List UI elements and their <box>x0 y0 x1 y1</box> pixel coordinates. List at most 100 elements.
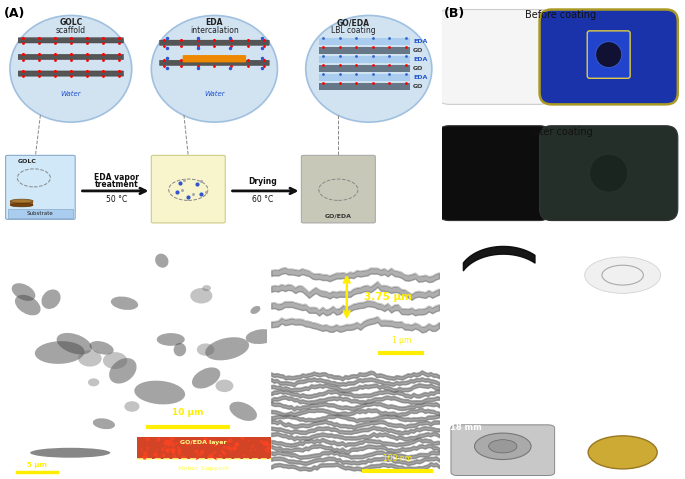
Text: GOLC: GOLC <box>18 159 37 164</box>
FancyBboxPatch shape <box>160 60 269 66</box>
Ellipse shape <box>251 306 260 314</box>
FancyBboxPatch shape <box>183 55 246 62</box>
Text: GO/EDA: GO/EDA <box>325 213 352 218</box>
FancyBboxPatch shape <box>301 155 375 223</box>
Ellipse shape <box>157 333 185 346</box>
Text: 18 mm: 18 mm <box>450 423 482 432</box>
Ellipse shape <box>10 15 132 122</box>
FancyBboxPatch shape <box>18 54 123 59</box>
Ellipse shape <box>151 15 277 122</box>
Ellipse shape <box>10 199 33 203</box>
Ellipse shape <box>35 341 84 364</box>
Circle shape <box>190 288 212 304</box>
Text: GO/EDA: GO/EDA <box>337 18 370 27</box>
Text: 50 °C: 50 °C <box>106 195 127 204</box>
Text: 60 °C: 60 °C <box>251 195 273 204</box>
Text: Bending: Bending <box>485 246 524 255</box>
Text: scaffold: scaffold <box>55 26 86 35</box>
Text: (B): (B) <box>444 7 466 20</box>
FancyBboxPatch shape <box>160 40 269 46</box>
FancyBboxPatch shape <box>451 425 555 476</box>
Bar <box>319 65 410 72</box>
Text: Before coating: Before coating <box>525 11 597 21</box>
Bar <box>319 56 410 63</box>
Ellipse shape <box>12 283 36 301</box>
Text: EDA vapor: EDA vapor <box>94 173 139 182</box>
Ellipse shape <box>30 448 110 458</box>
Text: LBL coating: LBL coating <box>332 26 376 35</box>
Ellipse shape <box>229 402 257 421</box>
Ellipse shape <box>206 337 249 360</box>
Ellipse shape <box>246 329 277 344</box>
Ellipse shape <box>111 297 138 310</box>
FancyBboxPatch shape <box>5 155 75 219</box>
FancyBboxPatch shape <box>18 38 123 43</box>
Text: Cross-section view: Cross-section view <box>308 252 399 262</box>
Text: After coating: After coating <box>530 126 593 137</box>
FancyBboxPatch shape <box>151 155 225 223</box>
Ellipse shape <box>306 15 432 122</box>
Bar <box>10 201 33 205</box>
FancyBboxPatch shape <box>437 125 551 220</box>
Text: Nylon Support: Nylon Support <box>178 466 229 471</box>
Circle shape <box>475 433 531 459</box>
Text: intercalation: intercalation <box>190 26 239 35</box>
Circle shape <box>202 285 211 291</box>
Bar <box>319 47 410 54</box>
Ellipse shape <box>173 343 186 356</box>
Ellipse shape <box>10 204 33 207</box>
Text: GO: GO <box>413 66 423 71</box>
Text: (E): (E) <box>276 252 294 262</box>
FancyBboxPatch shape <box>587 31 630 78</box>
Ellipse shape <box>192 367 221 388</box>
Ellipse shape <box>134 381 185 404</box>
Circle shape <box>216 379 234 392</box>
Text: 100 nm: 100 nm <box>382 454 412 463</box>
Bar <box>319 38 410 45</box>
Text: Water: Water <box>204 91 225 97</box>
Text: GO/EDA layer: GO/EDA layer <box>180 440 227 445</box>
Ellipse shape <box>90 341 114 354</box>
Text: Water: Water <box>60 91 81 97</box>
Text: 5 μm: 5 μm <box>27 462 47 468</box>
FancyBboxPatch shape <box>18 71 123 76</box>
Circle shape <box>125 401 140 412</box>
Ellipse shape <box>15 295 40 315</box>
Circle shape <box>585 257 660 293</box>
Text: EDA: EDA <box>206 18 223 27</box>
Text: Drying: Drying <box>248 177 277 186</box>
Text: GO: GO <box>413 84 423 89</box>
Text: (C): (C) <box>12 257 32 270</box>
Text: EDA: EDA <box>413 57 427 62</box>
Circle shape <box>488 440 517 453</box>
Bar <box>137 437 271 459</box>
Text: 24 mm: 24 mm <box>571 246 603 255</box>
FancyBboxPatch shape <box>540 125 678 220</box>
Circle shape <box>103 352 127 369</box>
Ellipse shape <box>92 418 115 429</box>
Circle shape <box>595 42 622 68</box>
Text: 5.7 mm: 5.7 mm <box>571 423 606 432</box>
FancyBboxPatch shape <box>540 10 678 104</box>
Ellipse shape <box>42 289 60 309</box>
Text: (D): (D) <box>8 438 27 448</box>
Ellipse shape <box>155 254 169 268</box>
Text: GO: GO <box>413 48 423 53</box>
Circle shape <box>88 378 99 387</box>
FancyBboxPatch shape <box>437 10 551 104</box>
Text: (F): (F) <box>449 246 466 256</box>
Circle shape <box>588 436 657 469</box>
Ellipse shape <box>109 358 136 384</box>
Circle shape <box>590 154 627 192</box>
Text: (A): (A) <box>3 7 25 20</box>
Text: Substrate: Substrate <box>27 211 54 216</box>
Circle shape <box>78 350 101 366</box>
Text: GOLC: GOLC <box>59 18 82 27</box>
Text: 3.75 μm: 3.75 μm <box>364 293 412 302</box>
Text: EDA: EDA <box>413 75 427 80</box>
Ellipse shape <box>57 333 92 354</box>
Text: treatment: treatment <box>95 181 138 190</box>
Bar <box>8 209 73 218</box>
Circle shape <box>197 343 214 356</box>
Text: EDA: EDA <box>413 39 427 44</box>
